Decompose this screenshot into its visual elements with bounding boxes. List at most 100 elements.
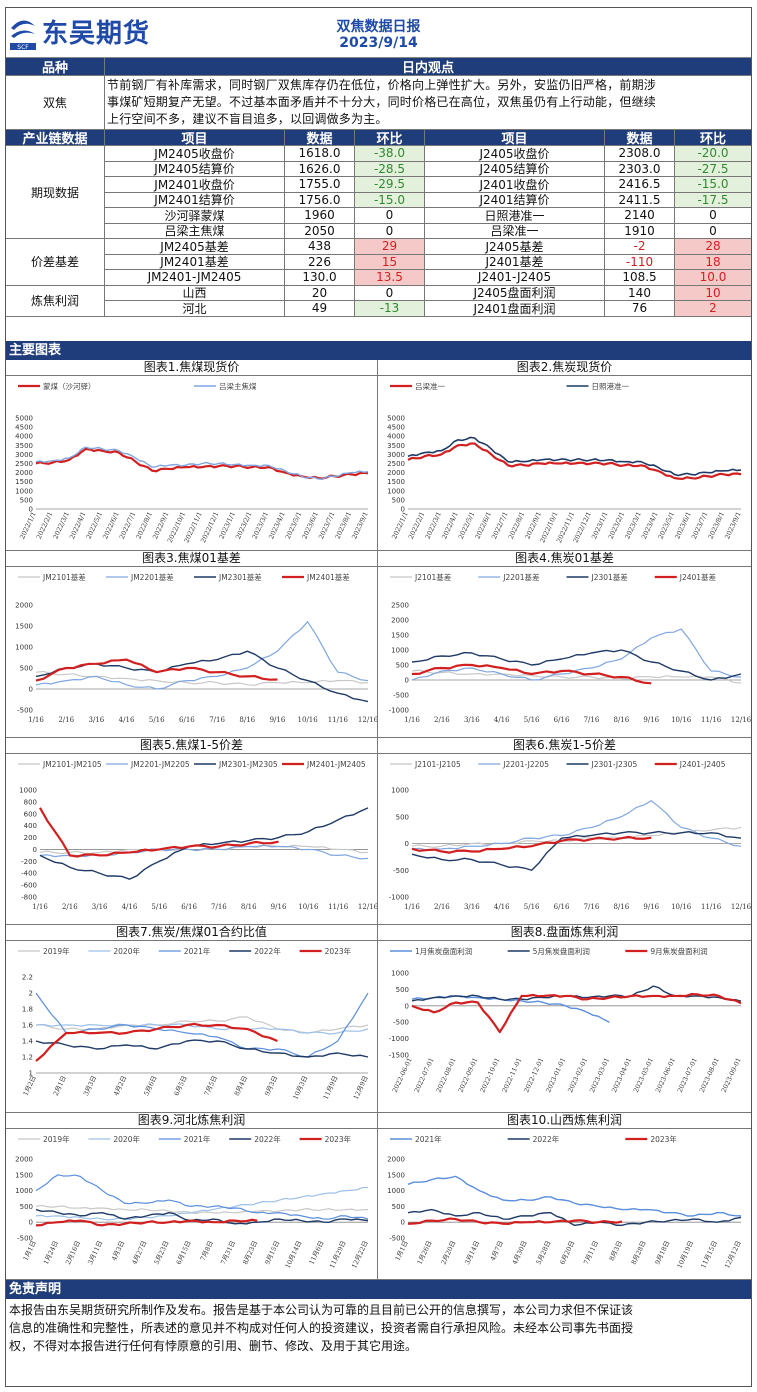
series-line xyxy=(35,1022,278,1062)
x-tick-label: 10月3日 xyxy=(291,1074,309,1100)
x-tick-label: 7/16 xyxy=(584,903,600,911)
change-cell: -15.0 xyxy=(355,192,425,208)
y-tick-label: 0 xyxy=(33,846,37,854)
chart-title: 图表9.河北炼焦利润 xyxy=(6,1113,377,1129)
series-line xyxy=(35,1208,369,1225)
y-tick-label: 3500 xyxy=(15,442,33,450)
x-tick-label: 5月28日 xyxy=(535,1239,553,1265)
y-tick-label: 2000 xyxy=(391,617,409,625)
change-cell: -29.5 xyxy=(355,177,425,193)
group-label: 期现数据 xyxy=(6,146,105,239)
legend-label: JM2401-JM2405 xyxy=(306,760,366,769)
legend-label: J2301-J2305 xyxy=(591,760,638,769)
item-cell: JM2405结算价 xyxy=(105,161,285,177)
table-header-cell: 项目 xyxy=(425,130,605,147)
series-line xyxy=(35,1174,369,1220)
x-tick-label: 1月1日 xyxy=(22,1239,38,1262)
view-line: 上行空间不多，建议不盲目追多，以回调做多为主。 xyxy=(107,112,388,126)
y-tick-label: -1000 xyxy=(389,1035,409,1043)
y-tick-label: -400 xyxy=(21,870,37,878)
y-tick-label: -500 xyxy=(389,1235,405,1243)
x-tick-label: 1月26日 xyxy=(416,1239,434,1265)
x-tick-label: 1月2日 xyxy=(22,1074,38,1097)
change-cell: -27.5 xyxy=(675,161,751,177)
y-tick-label: 2000 xyxy=(15,469,33,477)
view-row-label: 双焦 xyxy=(6,76,105,130)
y-tick-label: 2500 xyxy=(391,602,409,610)
disclaimer-line: 本报告由东吴期货研究所制作及发布。报告是基于本公司认为可靠的且目前已公开的信息撰… xyxy=(9,1303,634,1317)
y-tick-label: 0 xyxy=(405,1002,409,1010)
item-cell: JM2405收盘价 xyxy=(105,146,285,162)
y-tick-label: -1000 xyxy=(389,894,409,902)
view-col-variety: 品种 xyxy=(6,58,105,76)
x-tick-label: 10/16 xyxy=(671,903,692,911)
change-cell: 10 xyxy=(675,285,751,301)
value-cell: 226 xyxy=(285,254,355,270)
y-tick-label: 2500 xyxy=(15,460,33,468)
chart-svg: JM2101基差 JM2201基差 JM2301基差 JM2401基差 2000 1500… xyxy=(15,572,377,724)
x-tick-label: 5/16 xyxy=(524,903,540,911)
chart-svg: 2019年 2020年 2021年 2022年 2023年 2.2 2 1.8 1.6 1.4 1.… xyxy=(18,946,370,1101)
x-tick-label: 3月3日 xyxy=(82,1074,98,1097)
x-tick-label: 7月5日 xyxy=(203,1074,219,1097)
x-tick-label: 3月14日 xyxy=(463,1239,481,1265)
value-cell: -2 xyxy=(605,239,675,255)
table-header-cell: 数据 xyxy=(285,130,355,147)
change-cell: -20.0 xyxy=(675,146,751,162)
disclaimer-text: 本报告由东吴期货研究所制作及发布。报告是基于本公司认为可靠的且目前已公开的信息撰… xyxy=(9,1301,749,1355)
item-cell: J2401收盘价 xyxy=(425,177,605,193)
value-cell: 1618.0 xyxy=(285,146,355,162)
chart-panel: 图表10.山西炼焦利润 2021年 2022年 2023年 2000 1500 1000 50… xyxy=(378,1113,751,1280)
y-tick-label: -500 xyxy=(17,707,33,715)
x-tick-label: 11月9日 xyxy=(322,1074,340,1100)
series-line xyxy=(35,1218,258,1227)
x-tick-label: 9/16 xyxy=(271,903,287,911)
chart-title: 图表1.焦煤现货价 xyxy=(6,360,377,376)
view-row: 双焦 节前钢厂有补库需求，同时钢厂双焦库存仍在低位，价格向上弹性扩大。另外，安监… xyxy=(6,76,751,130)
x-tick-label: 6/16 xyxy=(179,716,195,724)
value-cell: 1756.0 xyxy=(285,192,355,208)
x-tick-label: 12/16 xyxy=(731,903,751,911)
change-cell: 2 xyxy=(675,301,751,317)
x-tick-label: 4月3日 xyxy=(110,1239,126,1262)
x-tick-label: 2022-08-01 xyxy=(435,1056,458,1093)
item-cell: 日照港准一 xyxy=(425,208,605,224)
x-tick-label: 11/16 xyxy=(328,716,349,724)
x-tick-label: 6/16 xyxy=(554,716,570,724)
legend-label: J2401-J2405 xyxy=(679,760,726,769)
x-tick-label: 8/16 xyxy=(613,716,629,724)
logo-text: 东吴期货 xyxy=(42,19,151,49)
y-tick-label: 3500 xyxy=(387,442,405,450)
legend-label: JM2401基差 xyxy=(306,572,350,582)
value-cell: 140 xyxy=(605,285,675,301)
x-tick-label: 12月9日 xyxy=(352,1074,370,1100)
x-tick-label: 2023-03-01 xyxy=(588,1056,611,1093)
x-tick-label: 3/16 xyxy=(92,903,108,911)
y-tick-label: 0 xyxy=(401,506,405,514)
x-tick-label: 2月16日 xyxy=(64,1239,82,1265)
item-cell: J2405基差 xyxy=(425,239,605,255)
table-header-cell: 数据 xyxy=(605,130,675,147)
y-tick-label: -800 xyxy=(21,894,37,902)
x-tick-label: 10月19日 xyxy=(676,1239,696,1269)
legend-label: 2020年 xyxy=(113,946,140,956)
legend-label: 吕梁准一 xyxy=(415,381,445,391)
series-line xyxy=(39,844,369,855)
y-tick-label: 1000 xyxy=(15,487,33,495)
value-cell: 1755.0 xyxy=(285,177,355,193)
series-line xyxy=(411,663,652,685)
legend-label: 蒙煤（沙河驿） xyxy=(43,381,96,391)
y-tick-label: 2 xyxy=(29,990,33,998)
series-line xyxy=(35,621,369,690)
x-tick-label: 1/16 xyxy=(32,903,48,911)
y-tick-label: 1000 xyxy=(387,487,405,495)
x-tick-label: 3月11日 xyxy=(86,1239,104,1265)
x-tick-label: 2023-02-01 xyxy=(566,1056,589,1093)
legend-label: J2201-J2205 xyxy=(502,760,549,769)
report-sheet: SCF 东吴期货 双焦数据日报 2023/9/14 品种 日内观点 双焦 节前钢… xyxy=(5,7,752,1387)
y-tick-label: 1500 xyxy=(391,632,409,640)
x-tick-label: 1月1日 xyxy=(394,1239,410,1262)
table-header-cell: 项目 xyxy=(105,130,285,147)
item-cell: JM2401收盘价 xyxy=(105,177,285,193)
